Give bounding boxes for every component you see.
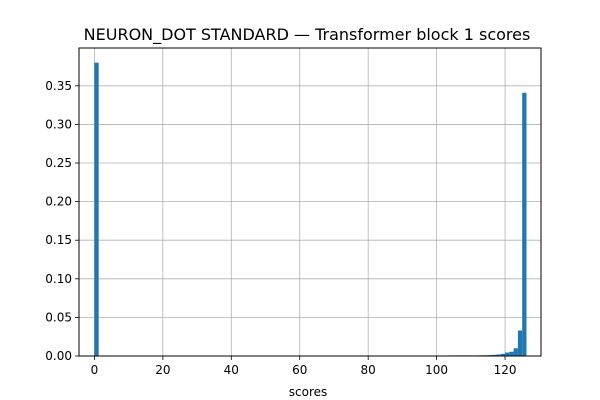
histogram-bar	[505, 352, 510, 356]
y-tick-label: 0.25	[45, 156, 72, 170]
x-tick-label: 120	[494, 363, 517, 377]
x-tick-label: 40	[224, 363, 239, 377]
x-tick-label: 0	[91, 363, 99, 377]
histogram-bar	[500, 353, 506, 356]
y-tick-label: 0.00	[45, 349, 72, 363]
histogram-bar	[509, 351, 514, 356]
x-axis-ticks: 0 20 40 60 80 100 120	[91, 356, 517, 377]
y-tick-label: 0.30	[45, 117, 72, 131]
x-axis-label: scores	[289, 385, 328, 399]
y-axis-ticks: 0.00 0.05 0.10 0.15 0.20 0.25 0.30 0.35	[45, 79, 79, 363]
histogram-bar	[492, 354, 497, 356]
histogram-bar	[513, 348, 518, 356]
y-tick-label: 0.05	[45, 310, 72, 324]
histogram-bar	[517, 330, 523, 356]
x-tick-label: 20	[155, 363, 170, 377]
x-tick-label: 100	[425, 363, 448, 377]
histogram-bar	[94, 62, 99, 357]
x-tick-label: 60	[292, 363, 307, 377]
chart-title: NEURON_DOT STANDARD — Transformer block …	[84, 25, 531, 45]
y-tick-label: 0.10	[45, 272, 72, 286]
histogram-bar	[496, 354, 501, 356]
y-tick-label: 0.15	[45, 233, 72, 247]
y-tick-label: 0.35	[45, 79, 72, 93]
x-tick-label: 80	[361, 363, 376, 377]
y-tick-label: 0.20	[45, 195, 72, 209]
histogram-bar	[522, 92, 527, 357]
